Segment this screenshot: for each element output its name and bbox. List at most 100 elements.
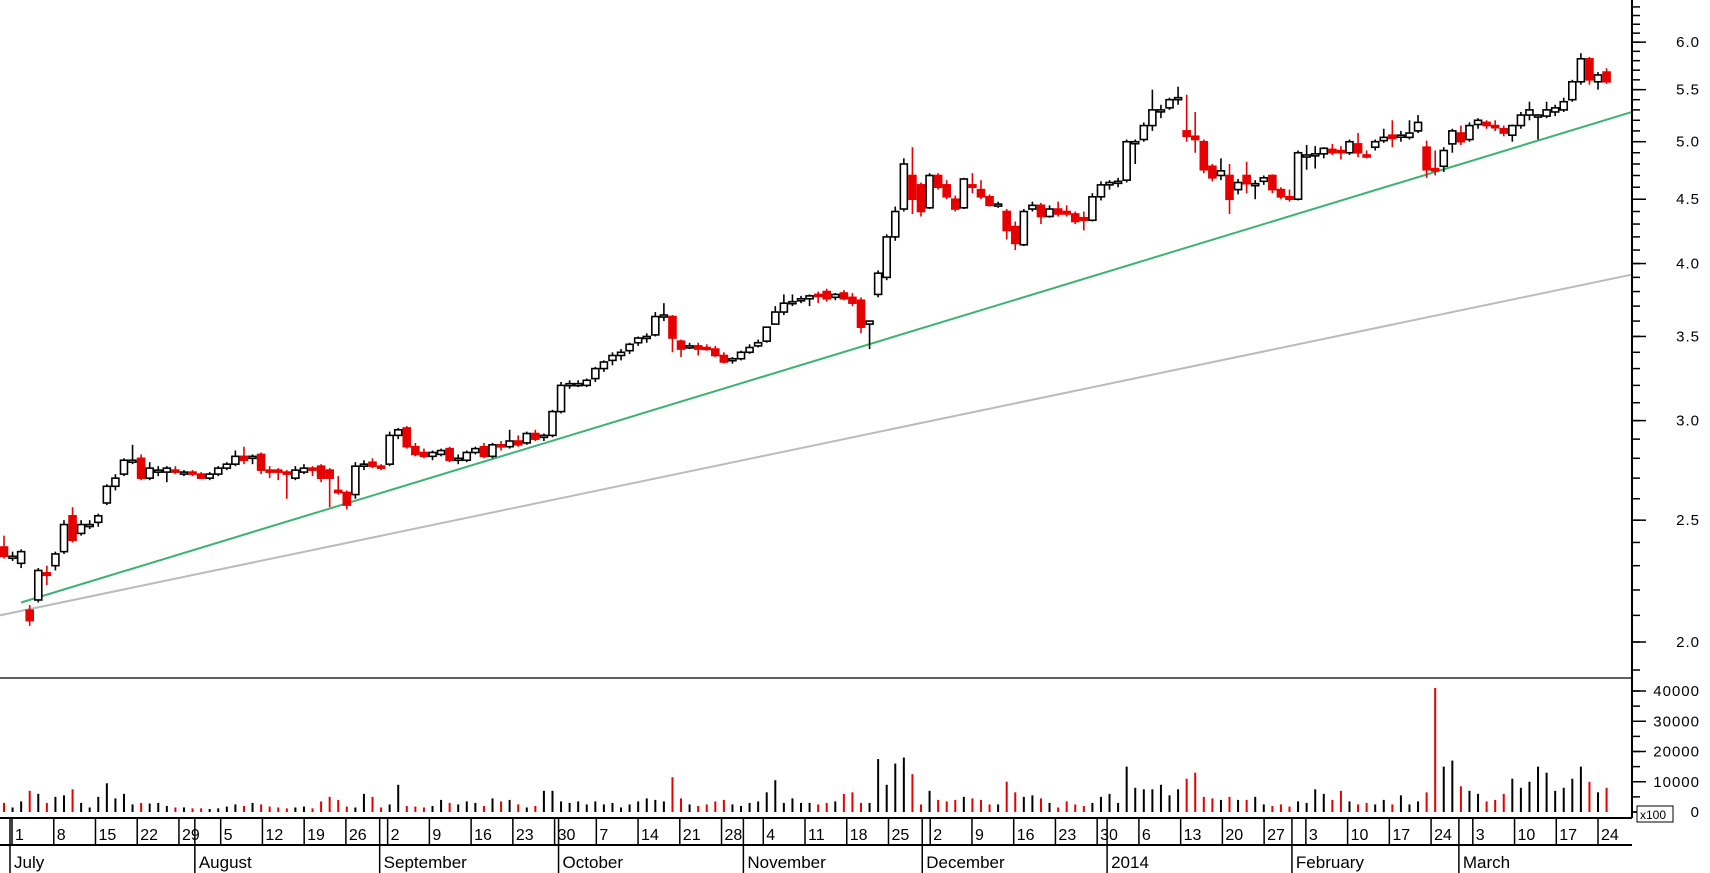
candle-body	[453, 457, 463, 462]
candle-body	[805, 295, 814, 300]
candle	[1225, 163, 1234, 214]
candle	[85, 520, 94, 529]
candle	[128, 444, 137, 465]
candle-body	[171, 469, 180, 473]
candle-body	[1473, 119, 1483, 126]
candle-body	[762, 326, 772, 342]
candle	[419, 448, 429, 459]
month-label: October	[563, 853, 624, 872]
candle-body	[248, 455, 257, 460]
candle-body	[299, 467, 309, 473]
candle	[68, 507, 77, 543]
candle	[1199, 139, 1209, 174]
candle	[1568, 79, 1577, 102]
week-label: 16	[1017, 827, 1035, 844]
candle-body	[899, 163, 909, 210]
candle	[59, 520, 69, 554]
candle	[616, 349, 626, 361]
candlestick-series	[0, 53, 1611, 626]
candle-body	[222, 463, 232, 469]
candle-body	[1096, 184, 1106, 198]
candle-body	[908, 174, 917, 201]
candle	[685, 342, 694, 350]
month-label: March	[1463, 853, 1510, 872]
candle	[325, 468, 334, 508]
candle-body	[93, 515, 103, 524]
candle-body	[445, 447, 454, 462]
candle	[513, 435, 523, 447]
candle	[393, 427, 403, 440]
week-label: 2	[391, 827, 400, 844]
candle-body	[513, 440, 523, 446]
candle	[1310, 146, 1320, 169]
candle-body	[496, 444, 506, 448]
candle-body	[111, 477, 120, 488]
candle	[865, 320, 874, 350]
candle-body	[359, 463, 369, 467]
candle	[882, 234, 892, 281]
price-tick-label: 5.5	[1676, 82, 1700, 99]
candle-body	[822, 290, 832, 300]
candle-body	[128, 459, 137, 464]
candle	[428, 450, 437, 461]
volume-series	[3, 687, 1608, 812]
candle-body	[1310, 153, 1320, 157]
month-label: February	[1296, 853, 1365, 872]
week-label: 3	[1309, 827, 1318, 844]
candle	[659, 303, 669, 322]
candle	[1053, 201, 1063, 217]
candle-body	[950, 198, 960, 210]
candle	[51, 551, 60, 571]
candle	[196, 472, 206, 479]
candle	[693, 342, 703, 356]
candle-body	[239, 455, 249, 462]
candle-body	[633, 337, 643, 344]
candle-body	[1165, 98, 1174, 109]
candle-body	[0, 546, 9, 558]
candle	[1593, 72, 1603, 90]
candle-body	[1302, 154, 1311, 158]
candle	[1105, 180, 1114, 190]
candle	[188, 470, 197, 477]
candle	[1182, 94, 1191, 142]
volume-tick-label: 40000	[1653, 683, 1700, 700]
candle-body	[1216, 170, 1226, 177]
candle	[445, 446, 454, 463]
candle-body	[1130, 140, 1140, 145]
week-label: 2	[933, 827, 942, 844]
candle-body	[676, 340, 686, 350]
candle-body	[685, 345, 694, 349]
candle-body	[865, 320, 874, 325]
candle	[1268, 174, 1277, 194]
candle	[308, 466, 317, 477]
candle	[179, 470, 189, 477]
week-label: 23	[1058, 827, 1076, 844]
candle	[1336, 146, 1346, 160]
candle	[488, 442, 497, 459]
candle-body	[479, 445, 489, 458]
candle-body	[779, 302, 789, 313]
candle-body	[573, 382, 583, 387]
candle-body	[1079, 216, 1089, 222]
candle-body	[813, 293, 823, 298]
candle-body	[368, 461, 377, 467]
candle	[625, 342, 634, 354]
month-label: December	[926, 853, 1005, 872]
price-tick-label: 3.5	[1676, 328, 1700, 345]
candle-body	[1285, 196, 1294, 201]
candle	[93, 513, 103, 527]
candle-body	[959, 178, 969, 209]
candle	[1293, 150, 1303, 201]
price-tick-label: 4.5	[1676, 191, 1700, 208]
candle	[1396, 130, 1406, 142]
candle	[505, 429, 514, 449]
candle-body	[796, 297, 806, 302]
candle	[531, 429, 540, 442]
week-label: 23	[516, 827, 534, 844]
candle	[1122, 139, 1131, 183]
candle-body	[308, 467, 317, 471]
week-label: 10	[1518, 827, 1536, 844]
candle-body	[333, 489, 343, 494]
candle-body	[651, 315, 660, 336]
